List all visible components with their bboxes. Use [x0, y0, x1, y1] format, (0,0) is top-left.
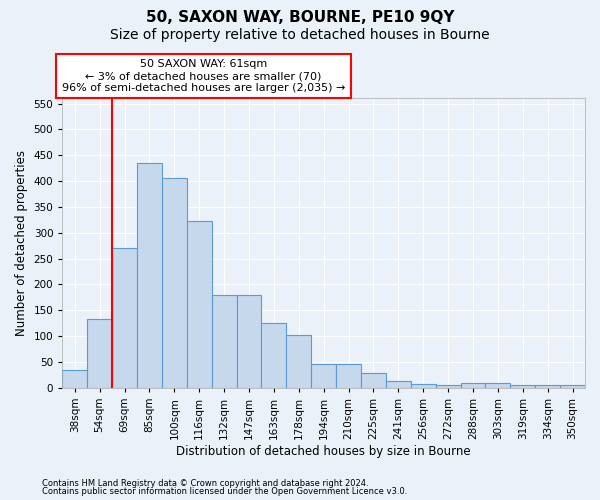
Bar — [87, 319, 112, 388]
Text: 50 SAXON WAY: 61sqm
← 3% of detached houses are smaller (70)
96% of semi-detache: 50 SAXON WAY: 61sqm ← 3% of detached hou… — [62, 60, 345, 92]
Bar — [112, 248, 137, 388]
Bar — [436, 385, 461, 388]
Text: Size of property relative to detached houses in Bourne: Size of property relative to detached ho… — [110, 28, 490, 42]
Y-axis label: Number of detached properties: Number of detached properties — [15, 150, 28, 336]
Bar — [485, 382, 511, 388]
Bar — [311, 364, 336, 388]
Bar — [212, 295, 236, 388]
Bar — [361, 374, 386, 388]
Bar — [162, 178, 187, 388]
Bar — [411, 384, 436, 388]
Bar — [461, 382, 485, 388]
Bar — [560, 385, 585, 388]
Bar — [187, 222, 212, 388]
Bar — [236, 295, 262, 388]
Text: Contains HM Land Registry data © Crown copyright and database right 2024.: Contains HM Land Registry data © Crown c… — [42, 478, 368, 488]
Bar — [137, 163, 162, 388]
Bar — [262, 323, 286, 388]
Bar — [535, 385, 560, 388]
X-axis label: Distribution of detached houses by size in Bourne: Distribution of detached houses by size … — [176, 444, 471, 458]
Bar — [62, 370, 87, 388]
Bar — [286, 334, 311, 388]
Bar — [511, 385, 535, 388]
Text: 50, SAXON WAY, BOURNE, PE10 9QY: 50, SAXON WAY, BOURNE, PE10 9QY — [146, 10, 454, 25]
Bar — [336, 364, 361, 388]
Bar — [386, 380, 411, 388]
Text: Contains public sector information licensed under the Open Government Licence v3: Contains public sector information licen… — [42, 487, 407, 496]
